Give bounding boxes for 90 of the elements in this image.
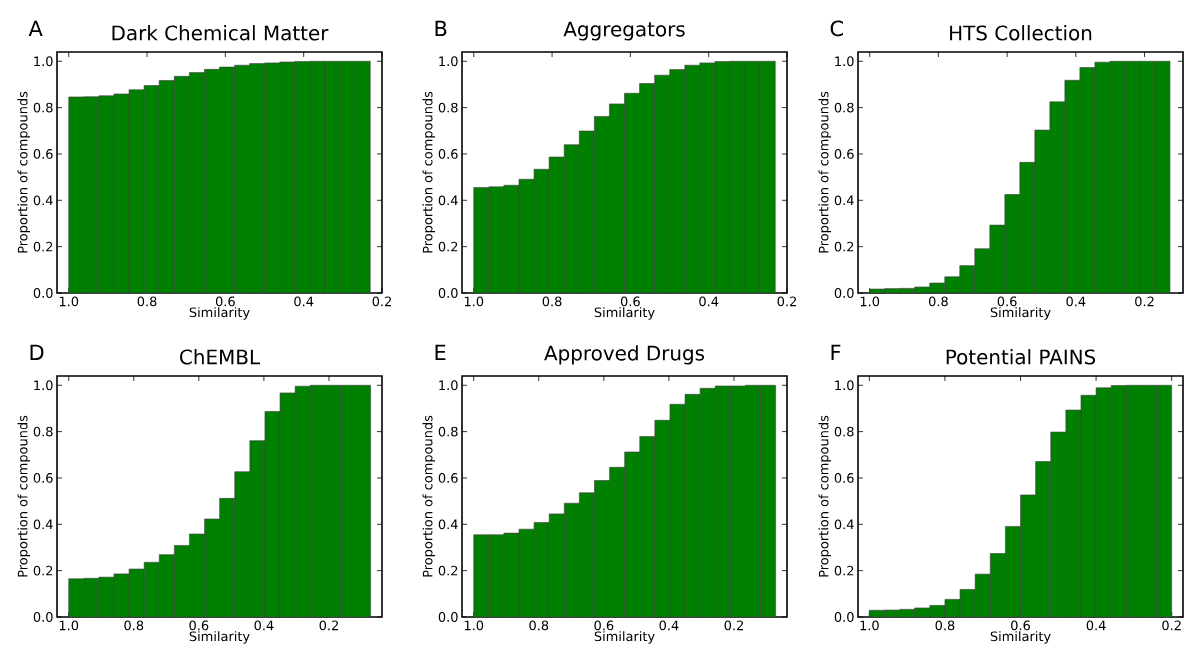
y-tick-label: 0.0	[834, 288, 854, 298]
x-tick-label: 0.4	[1086, 620, 1106, 631]
y-tick-label: 0.0	[438, 612, 458, 622]
chart-title: Dark Chemical Matter	[112, 25, 329, 41]
x-tick-label: 0.8	[935, 620, 955, 631]
chart-title: Approved Drugs	[544, 345, 705, 365]
x-axis-title: Similarity	[189, 631, 250, 644]
y-tick-label: 0.2	[438, 565, 458, 576]
y-axis-title: Proportion of compounds	[818, 91, 832, 253]
chart-title: HTS Collection	[950, 25, 1092, 41]
x-tick-label: 1.0	[860, 620, 879, 631]
text: F	[831, 344, 841, 360]
x-tick-label: 0.4	[254, 620, 274, 631]
y-tick-label: 0.8	[33, 102, 53, 113]
y-tick-label: 0.4	[438, 195, 458, 206]
y-tick-label: 0.6	[834, 473, 854, 483]
y-tick-label: 0.4	[33, 519, 53, 530]
x-tick-label: 0.8	[137, 296, 157, 307]
y-tick-label: 1.0	[835, 56, 854, 67]
y-tick-label: 0.8	[33, 426, 53, 437]
text: C	[830, 20, 843, 37]
x-tick-label: 0.2	[1135, 296, 1154, 307]
y-tick-label: 0.2	[33, 565, 53, 576]
x-tick-label: 1.0	[860, 296, 880, 307]
x-tick-label: 0.2	[1162, 620, 1181, 631]
x-axis-title: Similarity	[990, 307, 1051, 320]
y-axis-title: Proportion of compounds	[818, 415, 832, 577]
x-tick-label: 0.4	[294, 296, 314, 307]
y-axis-title: Proportion of compounds	[422, 91, 436, 253]
x-tick-label: 0.2	[724, 620, 743, 631]
y-tick-label: 1.0	[34, 56, 53, 67]
x-axis-title: Similarity	[189, 307, 250, 320]
x-axis-title: Similarity	[594, 307, 655, 320]
y-tick-label: 1.0	[835, 380, 854, 391]
y-tick-label: 0.0	[834, 612, 854, 622]
y-tick-label: 0.8	[438, 426, 458, 437]
x-tick-label: 0.6	[189, 620, 209, 631]
y-tick-label: 1.0	[34, 380, 53, 391]
y-tick-label: 0.2	[834, 565, 854, 576]
x-tick-label: 0.4	[659, 620, 679, 631]
x-tick-label: 1.0	[464, 296, 484, 307]
chart-title: Aggregators	[563, 21, 685, 41]
x-tick-label: 0.8	[542, 296, 562, 307]
chart-title: ChEMBL	[180, 349, 260, 365]
y-tick-label: 0.4	[834, 195, 854, 206]
y-tick-label: 0.4	[834, 519, 854, 530]
x-tick-label: 1.0	[59, 296, 79, 307]
x-tick-label: 0.8	[529, 620, 549, 631]
y-axis-title: Proportion of compounds	[422, 415, 436, 577]
y-tick-label: 0.6	[33, 149, 53, 159]
y-axis-title: Proportion of compounds	[17, 91, 31, 253]
x-tick-label: 0.6	[1011, 620, 1030, 631]
x-tick-label: 1.0	[464, 620, 484, 631]
y-axis-title: Proportion of compounds	[17, 415, 31, 577]
y-tick-label: 0.0	[438, 288, 458, 298]
x-tick-label: 1.0	[59, 620, 79, 631]
text: E	[435, 344, 446, 360]
x-tick-label: 0.2	[777, 296, 796, 307]
text: D	[30, 344, 44, 360]
y-tick-label: 0.2	[834, 241, 854, 252]
y-tick-label: 0.6	[438, 149, 458, 159]
y-tick-label: 0.4	[438, 519, 458, 530]
chart-title: Potential PAINS	[946, 349, 1096, 365]
y-tick-label: 0.0	[33, 612, 53, 622]
x-axis-title: Similarity	[990, 631, 1051, 644]
x-axis-title: Similarity	[594, 631, 655, 644]
x-tick-label: 0.4	[1066, 296, 1086, 307]
x-tick-label: 0.6	[215, 296, 235, 307]
y-tick-label: 0.0	[33, 288, 53, 298]
y-tick-label: 0.8	[438, 102, 458, 113]
text: A	[28, 20, 43, 36]
x-tick-label: 0.6	[997, 296, 1017, 307]
text: B	[435, 20, 447, 36]
x-tick-label: 0.2	[372, 296, 391, 307]
y-tick-label: 0.6	[438, 473, 458, 483]
y-tick-label: 0.8	[834, 102, 854, 113]
x-tick-label: 0.8	[124, 620, 144, 631]
y-tick-label: 0.6	[834, 149, 854, 159]
y-tick-label: 0.2	[33, 241, 53, 252]
x-tick-label: 0.8	[928, 296, 948, 307]
x-tick-label: 0.6	[594, 620, 614, 631]
y-tick-label: 0.6	[33, 473, 53, 483]
y-tick-label: 0.8	[834, 426, 854, 437]
y-tick-label: 0.2	[438, 241, 458, 252]
x-tick-label: 0.4	[699, 296, 719, 307]
y-tick-label: 1.0	[439, 380, 458, 391]
y-tick-label: 0.4	[33, 195, 53, 206]
x-tick-label: 0.6	[620, 296, 640, 307]
x-tick-label: 0.2	[319, 620, 338, 631]
y-tick-label: 1.0	[439, 56, 458, 67]
